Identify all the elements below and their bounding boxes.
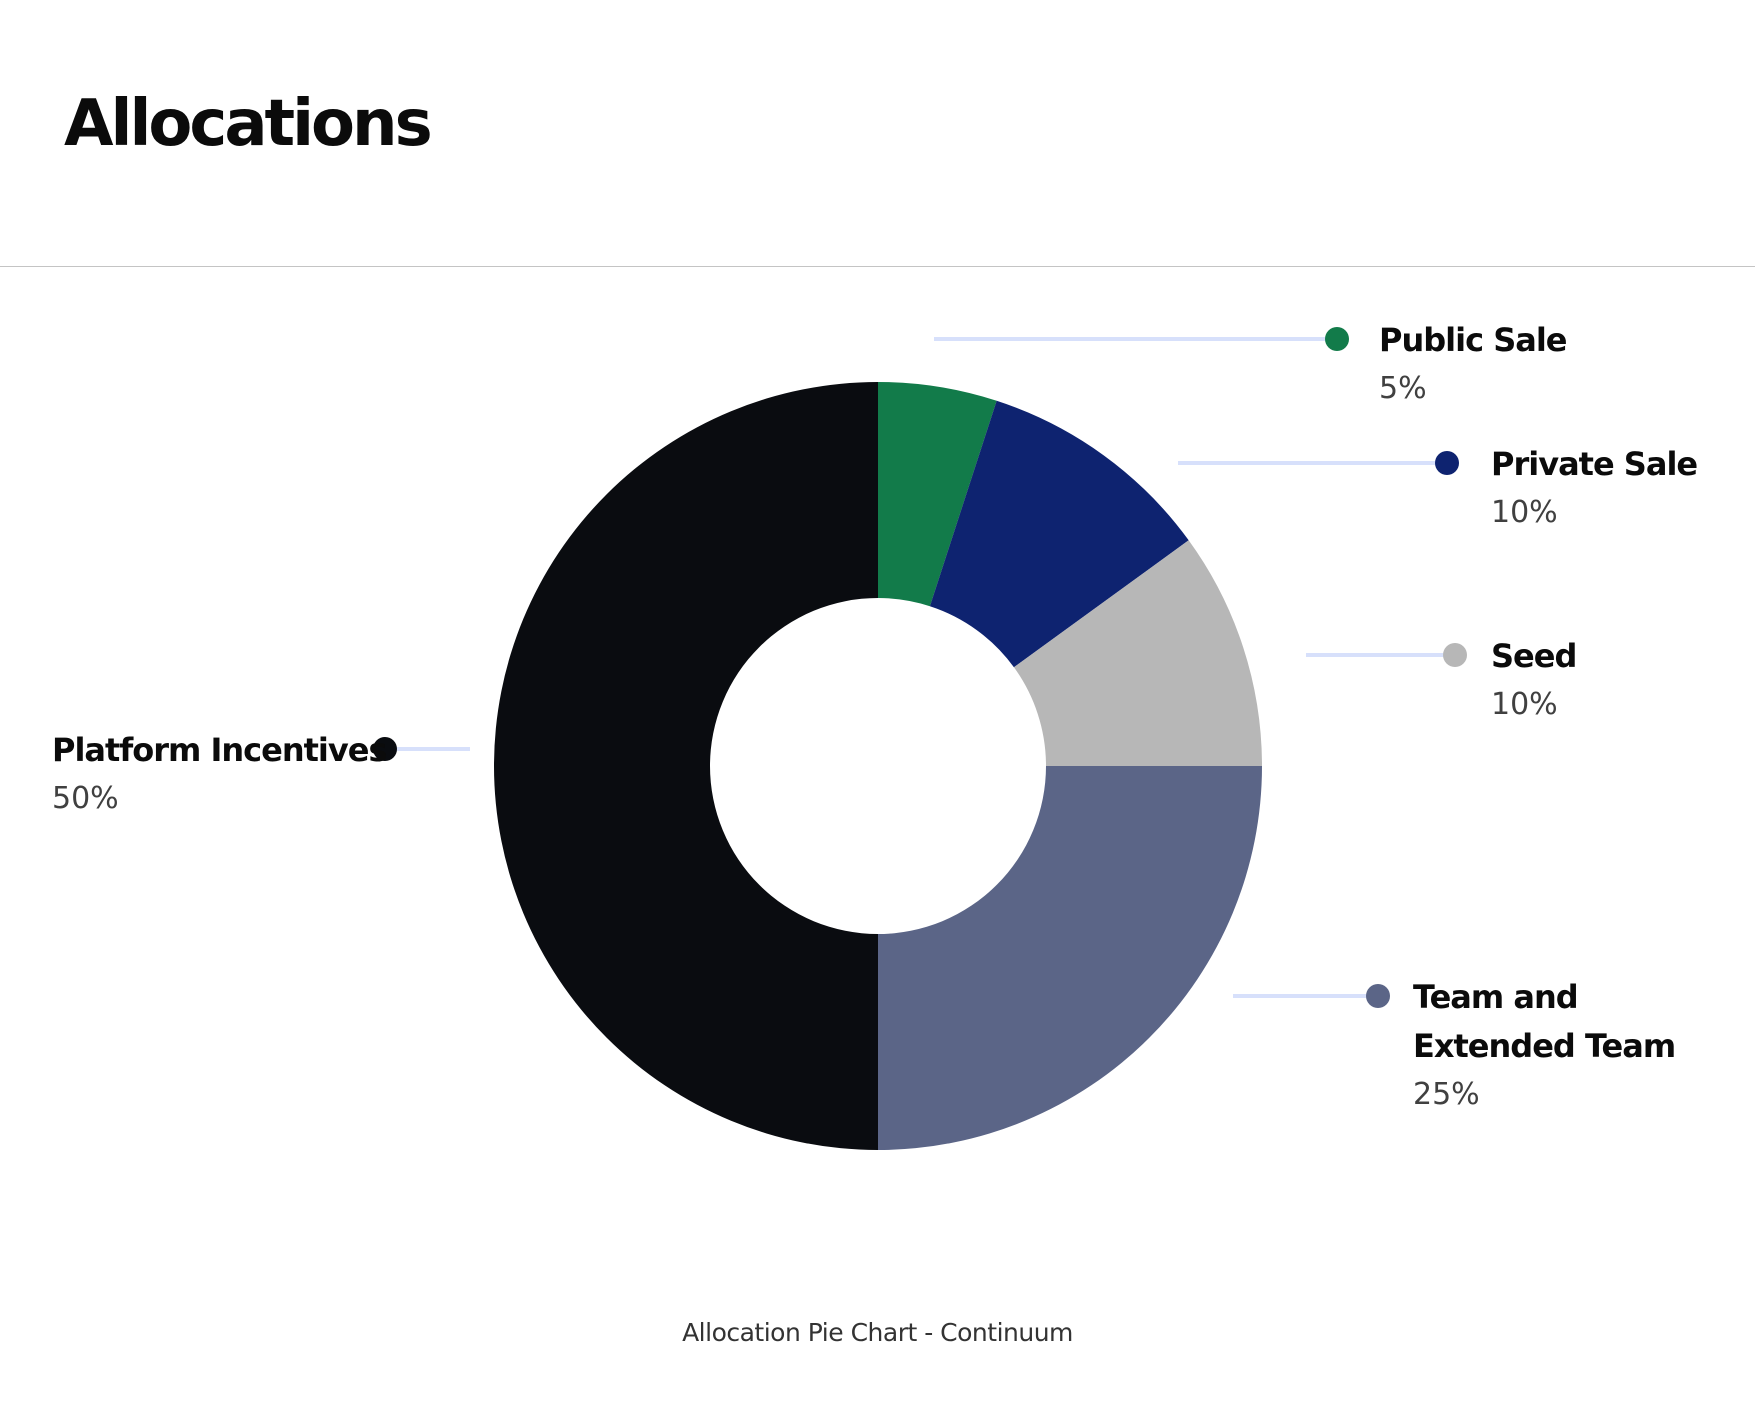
label-platform-incentives: Platform Incentives 50%	[52, 731, 470, 816]
legend-label: Seed	[1491, 637, 1576, 675]
legend-marker	[1366, 984, 1390, 1008]
pie-slices	[494, 382, 1262, 1150]
legend-label: Platform Incentives	[52, 731, 387, 769]
header-divider	[0, 266, 1755, 267]
legend-value: 50%	[52, 781, 119, 816]
slice-seed	[1013, 540, 1262, 766]
legend-marker	[1435, 451, 1459, 475]
legend-marker	[1443, 643, 1467, 667]
chart-caption: Allocation Pie Chart - Continuum	[682, 1318, 1073, 1347]
slice-team-and-extended-team	[878, 766, 1262, 1150]
label-seed: Seed 10%	[1306, 637, 1577, 722]
legend-value: 10%	[1491, 687, 1558, 722]
legend-label: Team and	[1413, 978, 1578, 1016]
legend-value: 25%	[1413, 1077, 1480, 1112]
legend-value: 10%	[1491, 495, 1558, 530]
label-public-sale: Public Sale 5%	[934, 321, 1568, 406]
legend-label: Private Sale	[1491, 445, 1697, 483]
page-title: Allocations	[64, 87, 433, 161]
slice-platform-incentives	[494, 382, 878, 1150]
label-team-and-extended-team: Team and Extended Team 25%	[1233, 978, 1676, 1112]
slice-public-sale	[878, 382, 997, 607]
legend-label: Public Sale	[1379, 321, 1567, 359]
pie-labels: Public Sale 5% Private Sale 10% Seed 10% Team …	[52, 321, 1698, 1112]
legend-value: 5%	[1379, 371, 1427, 406]
legend-marker	[373, 737, 397, 761]
slice-private-sale	[929, 400, 1189, 668]
label-private-sale: Private Sale 10%	[1178, 445, 1698, 530]
legend-marker	[1325, 327, 1349, 351]
legend-label: Extended Team	[1413, 1027, 1675, 1065]
